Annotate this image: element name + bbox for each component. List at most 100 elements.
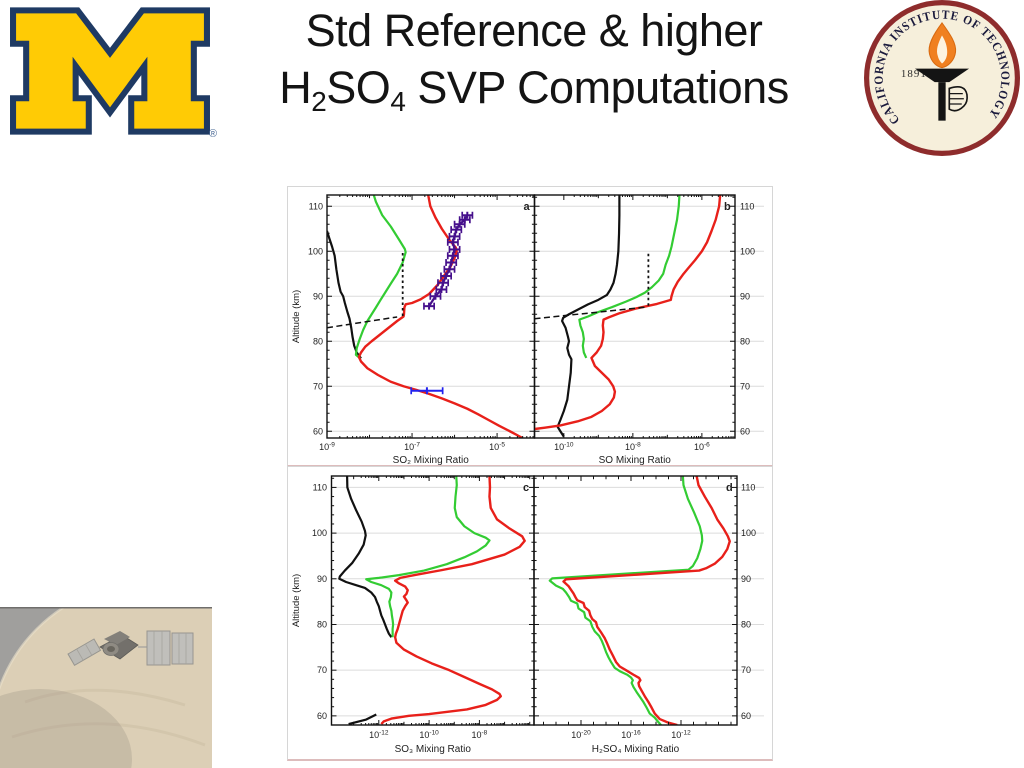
y-tick-label: 60: [741, 711, 751, 721]
panel-letter: b: [724, 201, 731, 213]
x-tick-label: 10-16: [621, 730, 641, 741]
series-black-model-lower: [348, 713, 377, 725]
plot-box: [330, 475, 535, 726]
y-axis-title: Altitude (km): [291, 574, 302, 627]
y-tick-label: 80: [740, 336, 750, 346]
title-line-1: Std Reference & higher: [305, 5, 763, 56]
panel-c: 10-12 10-10 10-8 60 70 80 90 100 110 c SO₃ Mixing …: [312, 475, 535, 755]
figure-so3-h2so4-profiles: 10-12 10-10 10-8 60 70 80 90 100 110 c SO₃ Mixing …: [287, 466, 773, 761]
x-tick-label: 10-12: [671, 730, 691, 741]
series-black-model: [556, 195, 621, 438]
panel-letter: a: [524, 201, 531, 213]
panel-d: 10-20 10-16 10-12 60 70 80 90 100 110 d H₂SO₄ Mixi…: [533, 475, 756, 755]
series-black-model: [338, 476, 393, 638]
panel-letter: d: [726, 482, 733, 494]
x-tick-label: 10-10: [419, 730, 439, 741]
hand-fingers: [949, 92, 964, 105]
fade-overlay: [0, 607, 212, 768]
y-tick-label: 110: [740, 201, 754, 211]
x-tick-label: 10-8: [625, 442, 641, 453]
plot-box: [533, 194, 736, 439]
michigan-block-m-icon: [10, 7, 210, 135]
series-dashed-boundary: [327, 316, 398, 329]
panel-b: 10-10 10-8 10-6 60 70 80 90 100 110 b SO Mixing Ra…: [533, 194, 755, 465]
series-red-model: [380, 476, 526, 725]
y-tick-label: 70: [740, 381, 750, 391]
spacecraft-icon: [67, 630, 194, 666]
y-tick-label: 110: [741, 482, 755, 492]
x-tick-label: 10-7: [404, 442, 420, 453]
x-tick-label: 10-10: [554, 442, 574, 453]
y-tick-label: 80: [741, 619, 751, 629]
block-m-shape: [10, 7, 210, 135]
series-green-model: [578, 195, 681, 359]
planet-shadow: [0, 689, 132, 768]
y-tick-label: 100: [740, 246, 755, 256]
x-tick-label: 10-12: [369, 730, 389, 741]
x-tick-label: 10-5: [489, 442, 505, 453]
venus-spacecraft-graphic: [0, 607, 212, 768]
y-tick-label: 70: [317, 665, 327, 675]
y-tick-label: 80: [317, 619, 327, 629]
y-tick-label: 110: [309, 201, 323, 211]
series-green-model: [548, 476, 704, 725]
y-tick-label: 70: [313, 381, 323, 391]
y-tick-label: 60: [317, 711, 327, 721]
cloud-swirls: [11, 688, 206, 747]
gridlines: [327, 205, 764, 432]
panel-a: 10-9 10-7 10-5 60 70 80 90 100 110 a SO₂ Mixing Ra…: [308, 194, 536, 465]
axis-ticks: [534, 476, 737, 726]
x-axis-title: H₂SO₄ Mixing Ratio: [592, 744, 680, 755]
plot-box: [326, 194, 536, 439]
axis-ticks: [326, 195, 535, 438]
panel-letter: c: [523, 482, 529, 494]
flame-inner: [937, 35, 948, 64]
y-tick-label: 60: [740, 426, 750, 436]
photo-top-edge: [0, 607, 212, 609]
axis-ticks: [534, 195, 736, 438]
series-red-model: [562, 476, 731, 725]
x-axis-title: SO₂ Mixing Ratio: [393, 455, 470, 465]
torch-stem: [938, 82, 946, 121]
series-black-model: [327, 230, 362, 359]
x-tick-label: 10-6: [694, 442, 710, 453]
figure-so2-so-canvas: 10-9 10-7 10-5 60 70 80 90 100 110 a SO₂ Mixing Ra…: [291, 194, 764, 465]
caltech-seal-icon: CALIFORNIA INSTITUTE OF TECHNOLOGY 1891: [864, 0, 1020, 156]
registered-trademark: ®: [208, 128, 217, 140]
y-tick-label: 90: [741, 574, 751, 584]
x-tick-label: 10-20: [571, 730, 591, 741]
slide-title: Std Reference & higher H2SO4 SVP Computa…: [208, 2, 860, 130]
y-tick-label: 70: [741, 665, 751, 675]
series-green-model: [354, 195, 407, 360]
y-tick-label: 80: [313, 336, 323, 346]
series-purple-observations: [423, 211, 474, 310]
caltech-seal: CALIFORNIA INSTITUTE OF TECHNOLOGY 1891: [864, 0, 1020, 156]
x-tick-label: 10-8: [472, 730, 488, 741]
x-axis-title: SO Mixing Ratio: [599, 455, 672, 465]
axis-ticks: [331, 476, 534, 726]
series-blue-observation: [410, 387, 444, 395]
gridlines: [331, 486, 764, 717]
y-tick-label: 60: [313, 426, 323, 436]
y-tick-label: 100: [741, 528, 756, 538]
torch-bowl: [914, 68, 970, 83]
series-red-model: [357, 195, 524, 438]
figure-so3-h2so4-canvas: 10-12 10-10 10-8 60 70 80 90 100 110 c SO₃ Mixing …: [291, 475, 764, 755]
y-axis-title: Altitude (km): [291, 290, 302, 343]
y-tick-label: 90: [317, 574, 327, 584]
y-tick-label: 110: [313, 482, 327, 492]
michigan-logo: ®: [9, 4, 217, 140]
x-axis-title: SO₃ Mixing Ratio: [395, 744, 472, 755]
series-red-model: [534, 195, 722, 431]
title-line-2: H2SO4 SVP Computations: [279, 62, 789, 117]
y-tick-label: 90: [740, 291, 750, 301]
series-dashed-boundary: [534, 306, 647, 320]
x-tick-label: 10-9: [319, 442, 335, 453]
series-green-model: [365, 476, 491, 638]
figure-so2-so-profiles: 10-9 10-7 10-5 60 70 80 90 100 110 a SO₂ Mixing Ra…: [287, 186, 773, 467]
venus-spacecraft-image: [0, 607, 212, 768]
torch-icon: [914, 22, 970, 121]
y-tick-label: 100: [312, 528, 327, 538]
plot-box: [533, 475, 738, 726]
